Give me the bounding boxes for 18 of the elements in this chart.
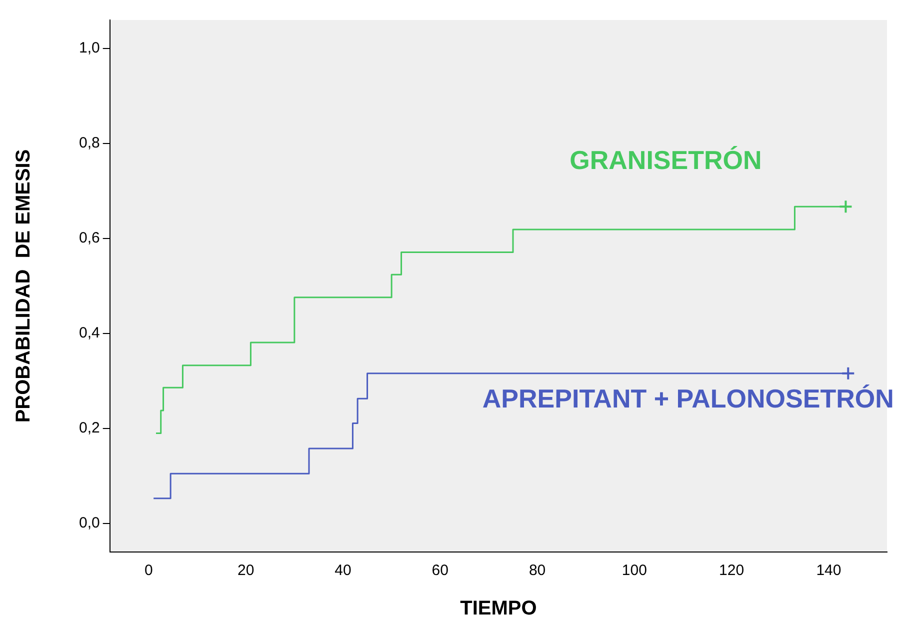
y-tick-label: 0,0 — [78, 514, 100, 532]
y-tick-label: 0,2 — [78, 420, 100, 437]
y-tick-label: 0,6 — [78, 230, 100, 247]
x-axis-title: TIEMPO — [460, 598, 537, 620]
y-axis-title: PROBABILIDAD DE EMESIS — [12, 149, 35, 423]
series-label: GRANISETRÓN — [570, 144, 762, 175]
series-label: APREPITANT + PALONOSETRÓN — [482, 384, 894, 414]
x-tick-label: 100 — [622, 562, 647, 580]
x-tick-label: 40 — [334, 562, 352, 580]
x-tick-label: 80 — [528, 562, 546, 580]
x-tick-label: 140 — [816, 562, 842, 580]
x-tick-label: 0 — [144, 562, 153, 580]
x-tick-label: 20 — [238, 562, 254, 580]
y-tick-label: 0,8 — [78, 134, 100, 152]
x-tick-label: 120 — [719, 562, 744, 580]
x-tick-label: 60 — [432, 562, 448, 580]
y-tick-label: 1,0 — [78, 40, 100, 57]
y-tick-label: 0,4 — [78, 324, 100, 342]
